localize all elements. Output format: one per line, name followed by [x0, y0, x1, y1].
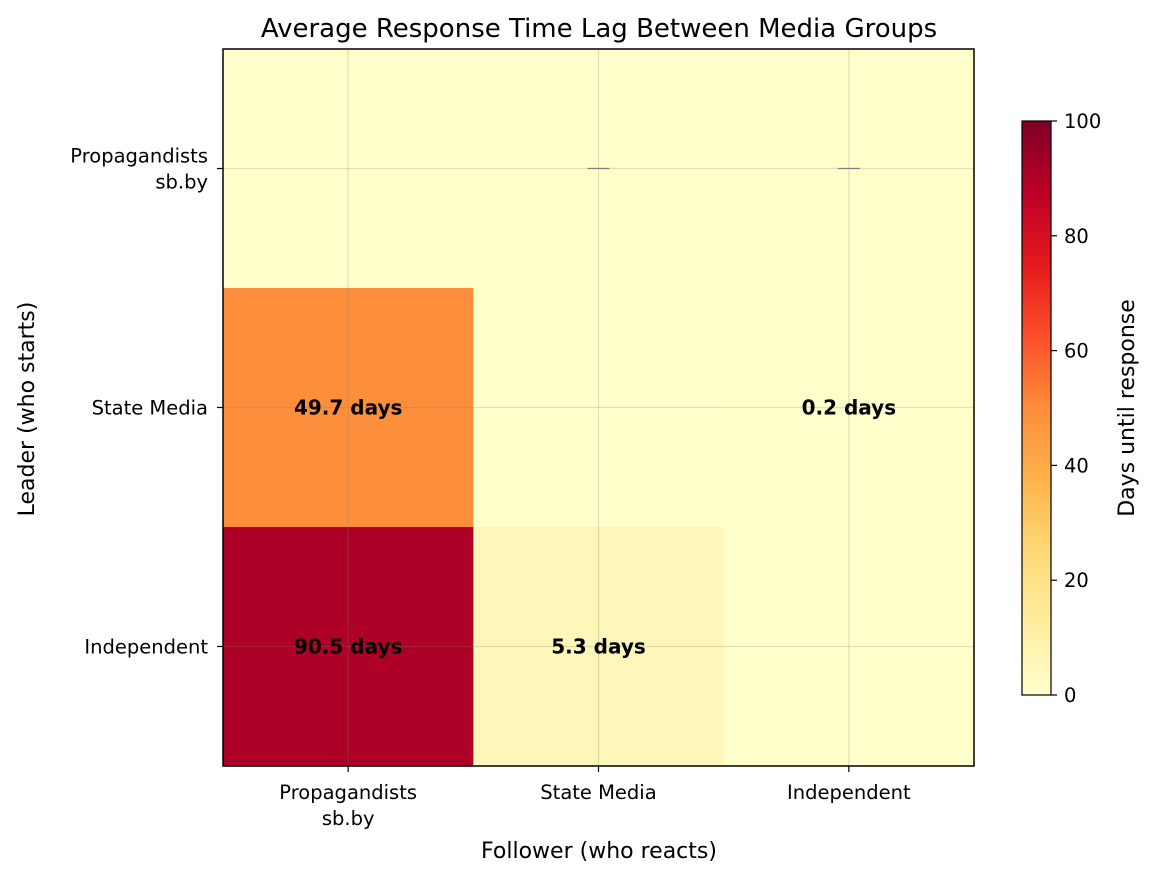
heatmap-cell-0-0	[223, 49, 474, 289]
x-axis-label: Follower (who reacts)	[481, 839, 717, 864]
colorbar-tick-label-1: 20	[1064, 569, 1089, 592]
cell-label-1-2: 0.2 days	[802, 396, 897, 420]
colorbar-label: Days until response	[1115, 299, 1140, 517]
colorbar	[1021, 120, 1052, 696]
colorbar-tick-label-3: 60	[1064, 340, 1089, 363]
y-axis-label: Leader (who starts)	[15, 302, 40, 517]
cell-label-1-0: 49.7 days	[294, 396, 402, 420]
heatmap-cell-1-0	[223, 288, 474, 528]
heatmap-cell-1-2	[723, 288, 975, 528]
heatmap-cells	[223, 49, 975, 767]
cell-labels: 49.7 days 0.2 days 90.5 days 5.3 days	[294, 396, 896, 659]
x-tick-label-2: Independent	[787, 781, 911, 804]
heatmap-cell-2-0	[223, 527, 474, 767]
heatmap-cell-2-2	[723, 527, 975, 767]
cell-label-2-1: 5.3 days	[551, 635, 646, 659]
colorbar-tick-label-5: 100	[1064, 110, 1101, 133]
x-tick-label-1: State Media	[540, 781, 656, 804]
y-tick-label-1: State Media	[92, 397, 208, 420]
colorbar-ticks: 0 20 40 60 80 100	[1051, 110, 1101, 707]
colorbar-tick-label-4: 80	[1064, 225, 1089, 248]
cell-label-2-0: 90.5 days	[294, 635, 402, 659]
y-axis-ticks: Propagandists sb.by State Media Independent	[70, 145, 223, 659]
chart-title: Average Response Time Lag Between Media …	[261, 14, 937, 44]
x-axis-ticks: Propagandists sb.by State Media Independent	[279, 766, 911, 830]
y-tick-label-0: Propagandists sb.by	[70, 145, 208, 194]
colorbar-tick-label-2: 40	[1064, 454, 1089, 477]
heatmap-cell-1-1	[473, 288, 725, 528]
y-tick-label-2: Independent	[84, 636, 208, 659]
x-tick-label-0: Propagandists sb.by	[279, 781, 417, 830]
colorbar-tick-label-0: 0	[1064, 684, 1076, 707]
heatmap-cell-2-1	[473, 527, 725, 767]
